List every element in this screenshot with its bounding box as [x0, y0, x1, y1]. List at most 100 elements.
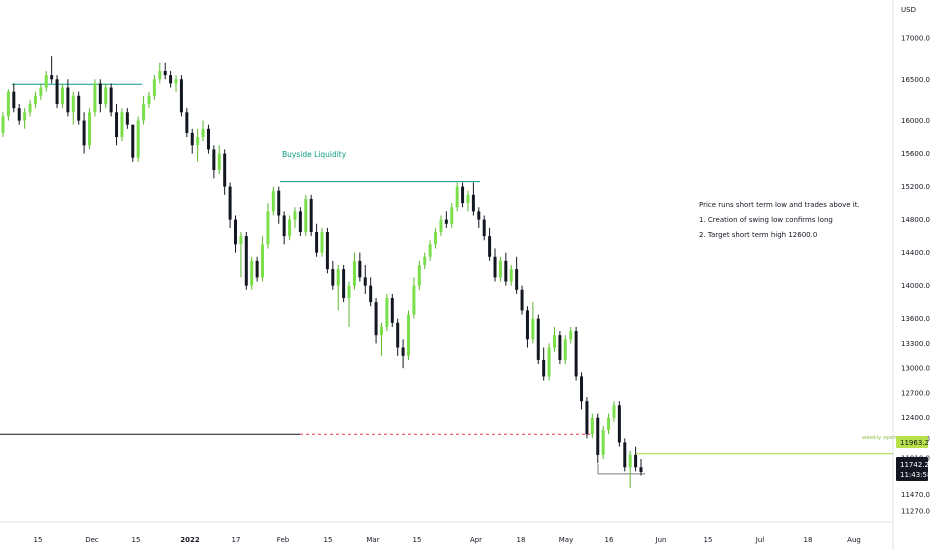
candle[interactable] [131, 124, 135, 162]
candle[interactable] [423, 252, 427, 270]
candle[interactable] [82, 112, 86, 154]
candle[interactable] [634, 446, 638, 472]
candle[interactable] [342, 265, 346, 303]
candle[interactable] [336, 265, 340, 311]
candle[interactable] [580, 372, 584, 410]
candle[interactable] [590, 413, 594, 439]
candle[interactable] [466, 190, 470, 212]
candle[interactable] [390, 293, 394, 327]
candle[interactable] [331, 260, 335, 290]
candle[interactable] [515, 256, 519, 294]
candle[interactable] [612, 401, 616, 422]
candle[interactable] [60, 83, 64, 109]
candle[interactable] [223, 149, 227, 195]
candle[interactable] [623, 438, 627, 472]
candle[interactable] [379, 322, 383, 356]
candle[interactable] [628, 450, 632, 488]
candle[interactable] [88, 108, 92, 150]
candle[interactable] [55, 75, 59, 109]
candle[interactable] [639, 458, 643, 476]
candle[interactable] [471, 182, 475, 216]
candle[interactable] [417, 260, 421, 290]
candle[interactable] [293, 207, 297, 228]
candle[interactable] [552, 326, 556, 352]
last-price-tag[interactable]: 11742.2 11:43:58 [896, 457, 931, 481]
candle[interactable] [439, 215, 443, 237]
candle[interactable] [185, 108, 189, 138]
candle[interactable] [504, 252, 508, 286]
candle[interactable] [147, 91, 151, 109]
candle[interactable] [125, 108, 129, 129]
candle[interactable] [525, 306, 529, 348]
candle[interactable] [12, 83, 16, 113]
candle[interactable] [585, 397, 589, 439]
candle[interactable] [179, 75, 183, 117]
candle[interactable] [309, 194, 313, 237]
candle[interactable] [136, 116, 140, 162]
candle[interactable] [109, 83, 113, 117]
candle[interactable] [563, 335, 567, 365]
candle[interactable] [536, 314, 540, 365]
candle[interactable] [493, 248, 497, 282]
candle[interactable] [169, 71, 173, 88]
candle[interactable] [498, 256, 502, 282]
candle[interactable] [17, 104, 21, 125]
candle[interactable] [239, 231, 243, 278]
candle[interactable] [233, 215, 237, 253]
candle[interactable] [142, 95, 146, 125]
candle[interactable] [282, 211, 286, 245]
candle[interactable] [407, 310, 411, 360]
candle[interactable] [607, 413, 611, 435]
candle[interactable] [33, 91, 37, 109]
candle[interactable] [509, 265, 513, 286]
candle[interactable] [50, 56, 54, 84]
candle[interactable] [569, 326, 573, 344]
candle[interactable] [444, 211, 448, 228]
candle[interactable] [574, 326, 578, 381]
price-axis[interactable]: 17000.0 16500.0 16000.0 15600.0 15200.0 14800… [901, 35, 930, 516]
candle[interactable] [1, 112, 5, 138]
candle[interactable] [212, 145, 216, 179]
candle[interactable] [228, 182, 232, 228]
candle[interactable] [158, 62, 162, 84]
candle[interactable] [352, 252, 356, 290]
candle[interactable] [288, 215, 292, 241]
candle[interactable] [596, 413, 600, 464]
candle[interactable] [120, 108, 124, 142]
candle[interactable] [531, 302, 535, 344]
candle[interactable] [601, 425, 605, 459]
candle[interactable] [428, 240, 432, 261]
candle[interactable] [93, 79, 97, 117]
candle[interactable] [201, 120, 205, 142]
candle[interactable] [434, 227, 438, 249]
candle[interactable] [542, 347, 546, 381]
candle[interactable] [325, 227, 329, 274]
candle[interactable] [547, 343, 551, 381]
candle[interactable] [44, 71, 48, 92]
candle[interactable] [271, 186, 275, 216]
candle[interactable] [196, 128, 200, 162]
candle[interactable] [401, 339, 405, 369]
candle[interactable] [298, 207, 302, 237]
candle[interactable] [266, 203, 270, 249]
candle[interactable] [206, 124, 210, 154]
candle[interactable] [174, 75, 178, 92]
candle[interactable] [320, 227, 324, 257]
candle[interactable] [374, 298, 378, 344]
candle[interactable] [71, 91, 75, 125]
candle[interactable] [363, 265, 367, 294]
weekly-open-price-tag[interactable]: 11963.2 [896, 436, 929, 448]
candle[interactable] [255, 256, 259, 282]
candle[interactable] [412, 277, 416, 319]
candle[interactable] [77, 91, 81, 125]
candle[interactable] [250, 256, 254, 290]
candle[interactable] [190, 128, 194, 154]
candle[interactable] [261, 236, 265, 282]
candle[interactable] [385, 293, 389, 332]
candle[interactable] [115, 104, 119, 146]
candle[interactable] [163, 62, 167, 80]
candle[interactable] [477, 207, 481, 228]
candle[interactable] [369, 277, 373, 307]
candle[interactable] [558, 331, 562, 365]
candle[interactable] [244, 231, 248, 290]
